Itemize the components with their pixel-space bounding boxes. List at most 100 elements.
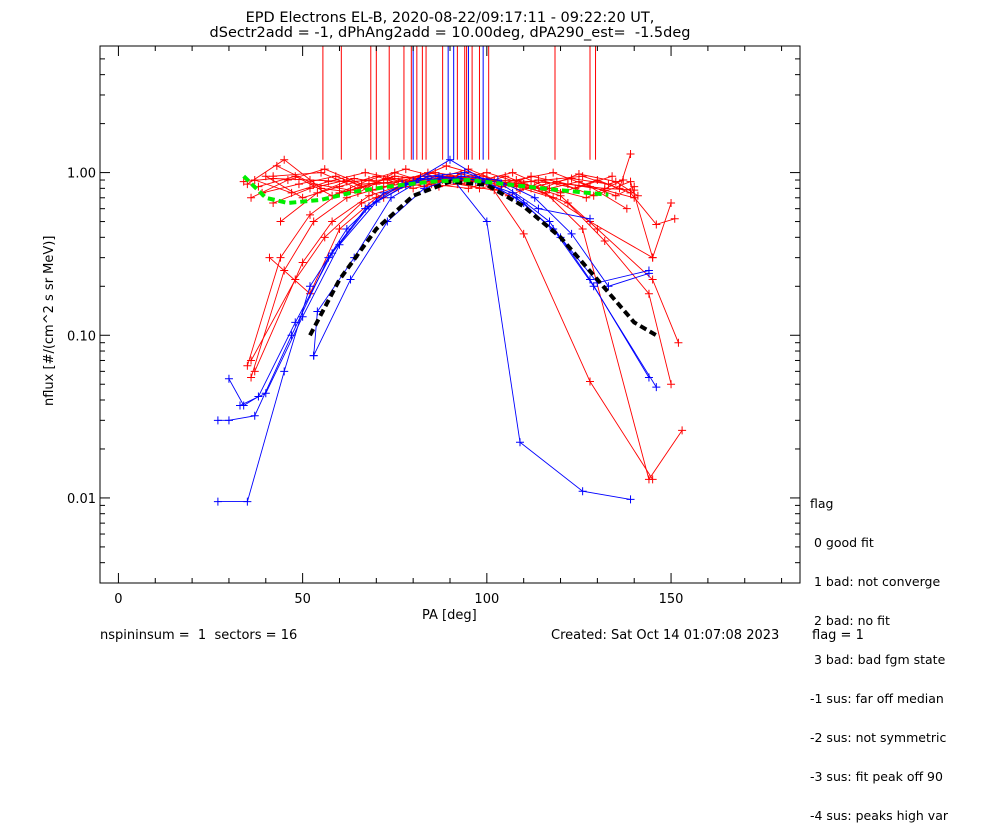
y-axis-label: nflux [#/(cm^2 s sr MeV)] xyxy=(42,235,57,406)
blue-sector-point xyxy=(364,202,373,211)
plot-area: 0 50 100 150 0.01 0.10 1.00 xyxy=(67,45,801,607)
red-sector-point xyxy=(556,188,565,197)
red-sector-point xyxy=(648,475,657,484)
red-sector-point xyxy=(283,176,292,185)
blue-sector-point xyxy=(578,487,587,496)
red-sector-point xyxy=(372,172,381,181)
blue-sector-point xyxy=(224,374,233,383)
red-sector-point xyxy=(265,253,274,262)
legend-item: 2 bad: no fit xyxy=(810,613,890,628)
red-sector-point xyxy=(309,180,318,189)
median-fit-curve xyxy=(308,179,658,338)
red-sector-point xyxy=(335,225,344,234)
blue-sector-point xyxy=(586,275,594,284)
blue-sector-point xyxy=(346,275,355,284)
red-sector-point xyxy=(611,177,620,186)
red-sector-point xyxy=(563,199,572,208)
red-sector-point xyxy=(582,193,591,202)
chart-title-line1: EPD Electrons EL-B, 2020-08-22/09:17:11 … xyxy=(245,10,655,26)
x-axis-label: PA [deg] xyxy=(422,608,477,623)
red-sector-point xyxy=(549,168,558,177)
red-sector-point xyxy=(280,155,289,164)
red-sector-point xyxy=(678,426,687,435)
red-sector-point xyxy=(247,356,256,365)
red-sector-point xyxy=(276,253,285,262)
red-sector-point xyxy=(320,165,329,174)
red-sector-point xyxy=(527,172,536,181)
blue-sector-line xyxy=(313,175,650,356)
red-sector-point xyxy=(501,172,510,181)
blue-sector-point xyxy=(545,217,554,226)
red-sector-point xyxy=(361,168,370,177)
red-sector-point xyxy=(250,367,259,376)
red-sector-point xyxy=(294,180,303,189)
red-sector-line xyxy=(250,153,631,199)
red-sector-point xyxy=(306,184,314,193)
footer-spin-info: nspininsum = 1 sectors = 16 xyxy=(100,628,298,643)
blue-sector-point xyxy=(446,155,454,164)
red-sector-point xyxy=(320,233,329,242)
red-sector-point xyxy=(269,172,278,181)
plot-frame xyxy=(99,45,801,584)
chart-title-line2: dSectr2add = -1, dPhAng2add = 10.00deg, … xyxy=(209,25,691,41)
red-sector-point xyxy=(586,377,594,386)
blue-sector-point xyxy=(335,240,344,249)
red-sector-point xyxy=(313,188,322,197)
red-sector-point xyxy=(247,193,256,202)
blue-sector-point xyxy=(512,193,521,202)
red-sector-point xyxy=(626,150,635,159)
blue-sector-point xyxy=(261,389,270,398)
blue-sector-point xyxy=(213,497,222,506)
blue-sector-point xyxy=(250,411,259,420)
legend-item: -3 sus: fit peak off 90 xyxy=(810,769,943,784)
blue-sector-point xyxy=(387,193,396,202)
blue-sector-point xyxy=(567,229,576,238)
red-sector-point xyxy=(291,275,300,284)
legend-item: 1 bad: not converge xyxy=(810,574,941,589)
legend-item: -4 sus: peaks high var xyxy=(810,808,949,823)
blue-sector-point xyxy=(586,214,594,223)
blue-sector-point xyxy=(652,383,661,392)
red-sector-point xyxy=(306,210,314,219)
red-sector-point xyxy=(670,214,679,223)
blue-sector-line xyxy=(217,175,650,421)
red-sector-point xyxy=(512,176,521,185)
x-tick-label: 100 xyxy=(474,592,499,607)
red-sector-point xyxy=(626,177,635,186)
x-tick-label: 150 xyxy=(659,592,684,607)
median-data-curve xyxy=(242,174,609,206)
red-sector-point xyxy=(482,168,491,177)
blue-sector-point xyxy=(434,172,443,181)
red-sector-point xyxy=(309,217,318,226)
red-sector-point xyxy=(622,204,631,213)
red-sector-point xyxy=(272,161,281,170)
blue-sector-point xyxy=(644,269,653,278)
red-sector-line xyxy=(246,178,679,366)
red-sector-point xyxy=(589,191,598,200)
red-sector-point xyxy=(600,186,609,195)
blue-sector-point xyxy=(379,188,388,197)
red-sector-point xyxy=(674,338,683,347)
blue-sector-point xyxy=(224,416,233,425)
red-sector-point xyxy=(442,161,451,170)
blue-sector-point xyxy=(589,282,598,291)
y-tick-label: 1.00 xyxy=(67,167,96,182)
red-sector-point xyxy=(519,229,528,238)
red-sector-point xyxy=(317,168,326,177)
red-sector-point xyxy=(346,186,355,195)
red-sector-point xyxy=(667,380,676,389)
blue-sector-point xyxy=(516,438,524,447)
blue-sector-line xyxy=(313,172,591,356)
legend-item: 3 bad: bad fgm state xyxy=(810,652,946,667)
legend-item: flag xyxy=(810,496,834,511)
red-sector-point xyxy=(604,180,613,189)
y-tick-label: 0.10 xyxy=(67,329,96,344)
red-sector-point xyxy=(667,199,676,208)
red-sector-point xyxy=(247,373,256,382)
blue-sector-point xyxy=(530,193,539,202)
red-sector-point xyxy=(578,172,587,181)
blue-sector-point xyxy=(423,172,432,181)
red-sector-point xyxy=(644,289,653,298)
blue-sector-point xyxy=(213,416,222,425)
red-sector-point xyxy=(401,165,410,174)
